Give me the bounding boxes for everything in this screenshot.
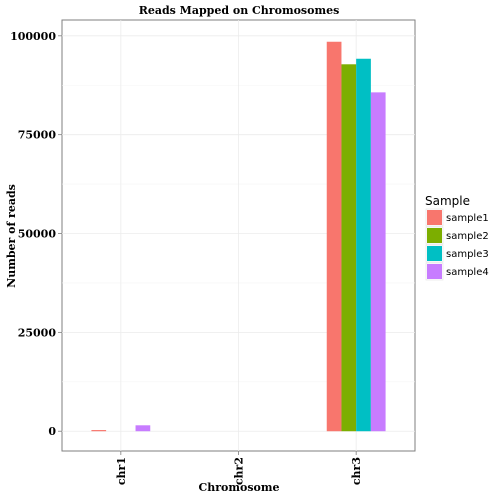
y-axis-title: Number of reads	[5, 184, 18, 288]
legend-label-sample1: sample1	[446, 213, 489, 224]
legend-key-sample2	[427, 228, 442, 243]
bar-sample4-chr1	[135, 425, 151, 432]
legend-label-sample2: sample2	[446, 231, 489, 242]
bars	[91, 41, 386, 432]
legend-title: Sample	[425, 194, 470, 208]
legend-key-sample4	[427, 264, 442, 279]
legend-label-sample4: sample4	[446, 267, 489, 278]
x-tick-label: chr1	[115, 457, 128, 485]
bar-sample1-chr3	[326, 41, 342, 432]
legend-key-sample3	[427, 246, 442, 261]
x-tick-label: chr2	[233, 457, 246, 485]
bar-sample4-chr3	[370, 92, 386, 432]
chart-title: Reads Mapped on Chromosomes	[139, 4, 340, 17]
legend: Sample sample1 sample2 sample3 sample4	[425, 194, 489, 281]
y-tick-label: 100000	[10, 30, 56, 43]
bar-sample1-chr1	[91, 430, 107, 432]
y-tick-label: 50000	[18, 228, 57, 241]
legend-label-sample3: sample3	[446, 249, 489, 260]
bar-sample2-chr3	[341, 64, 357, 432]
y-tick-label: 75000	[18, 129, 57, 142]
y-tick-label: 0	[48, 425, 56, 438]
legend-key-sample1	[427, 210, 442, 225]
x-axis-ticks: chr1 chr2 chr3	[115, 451, 363, 485]
x-tick-label: chr3	[350, 457, 363, 485]
y-tick-label: 25000	[18, 326, 57, 339]
bar-sample3-chr3	[356, 58, 371, 432]
x-axis-title: Chromosome	[198, 481, 279, 494]
y-axis-ticks: 0 25000 50000 75000 100000	[10, 30, 62, 438]
